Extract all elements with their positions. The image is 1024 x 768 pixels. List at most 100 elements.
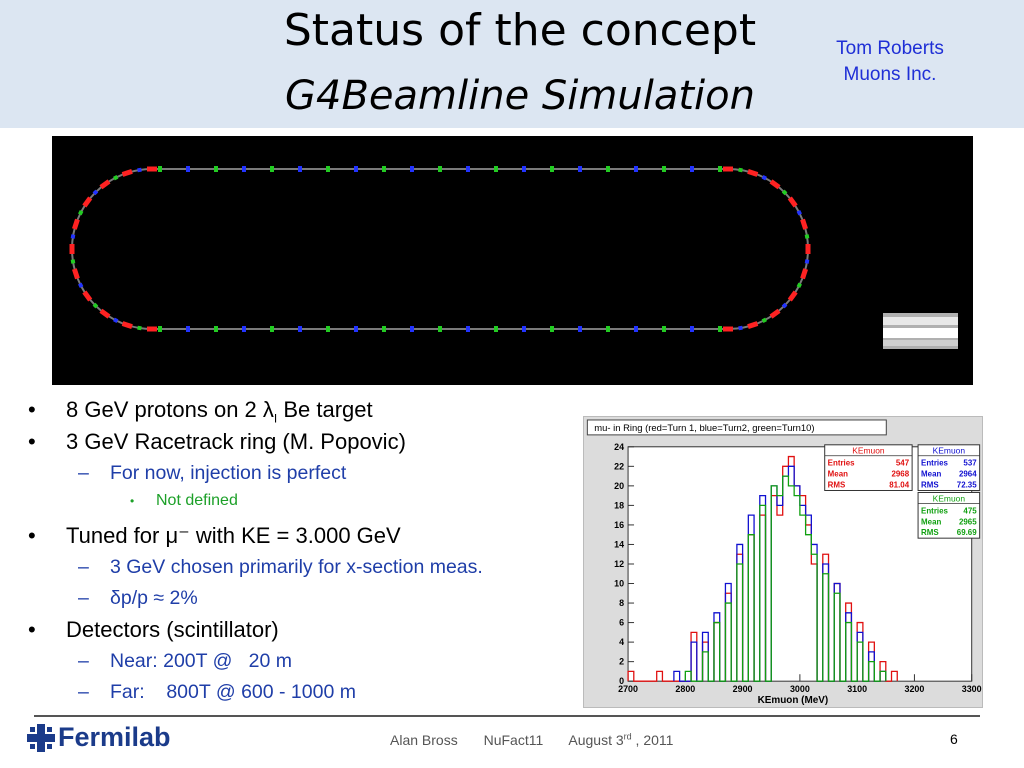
stat-value: 2968 — [891, 470, 909, 479]
straight-magnet — [494, 326, 498, 332]
stat-label: RMS — [921, 528, 939, 537]
y-tick-label: 24 — [614, 442, 624, 452]
sub-bullet-text: For now, injection is perfect — [110, 462, 347, 484]
dash-marker: – — [78, 681, 89, 703]
y-tick-label: 8 — [619, 598, 624, 608]
sub-bullet-momentum-spread: – δp/p ≈ 2% — [28, 583, 588, 614]
straight-magnet — [214, 326, 218, 332]
arc-magnet — [99, 179, 111, 190]
arc-magnet — [796, 282, 802, 289]
sub-bullet-text: Near: 200T @ 20 m — [110, 650, 293, 672]
arc-magnet — [796, 209, 802, 216]
bullet-dot: • — [28, 617, 36, 642]
bullet-dot: • — [28, 523, 36, 548]
stat-label: Entries — [921, 459, 948, 468]
straight-magnet — [410, 166, 414, 172]
bullet-text: Detectors (scintillator) — [66, 617, 279, 642]
straight-magnet — [494, 166, 498, 172]
x-tick-label: 3000 — [790, 684, 810, 694]
arc-magnet — [70, 234, 76, 239]
sub-bullet-text: Far: 800T @ 600 - 1000 m — [110, 681, 356, 703]
dash-marker: – — [78, 462, 89, 484]
stat-label: Mean — [921, 517, 941, 526]
sub-bullet-xsection: – 3 GeV chosen primarily for x-section m… — [28, 552, 588, 583]
straight-magnet — [242, 326, 246, 332]
arc-magnet — [99, 308, 111, 319]
sub-sub-bullet-text: Not defined — [156, 492, 238, 509]
arc-magnet — [137, 325, 142, 331]
stat-value: 537 — [963, 459, 977, 468]
stat-value: 475 — [963, 506, 977, 515]
arc-magnet — [738, 167, 743, 173]
straight-magnet — [438, 326, 442, 332]
straight-magnet — [634, 166, 638, 172]
detector-block — [883, 313, 958, 349]
x-tick-label: 2900 — [733, 684, 753, 694]
straight-magnet — [354, 166, 358, 172]
stat-label: Entries — [921, 506, 948, 515]
stat-value: 2965 — [959, 517, 977, 526]
sub-bullet-near: – Near: 200T @ 20 m — [28, 646, 588, 677]
straight-magnet — [326, 166, 330, 172]
sub-bullet-text: δp/p ≈ 2% — [110, 587, 198, 609]
author-affiliation: Muons Inc. — [843, 64, 937, 85]
arc-magnet — [761, 317, 768, 323]
arc-magnet — [121, 168, 133, 177]
straight-magnet — [690, 326, 694, 332]
straight-magnet — [270, 166, 274, 172]
arc-magnet — [761, 175, 768, 181]
x-axis-label: KEmuon (MeV) — [758, 695, 829, 706]
arc-magnet — [78, 209, 84, 216]
arc-magnet — [78, 282, 84, 289]
y-tick-label: 14 — [614, 539, 624, 549]
straight-magnet — [298, 166, 302, 172]
y-tick-label: 22 — [614, 461, 624, 471]
ring-magnets — [69, 166, 811, 332]
straight-magnet — [186, 166, 190, 172]
lambda-subscript: I — [273, 411, 278, 426]
stat-box — [824, 444, 913, 491]
straight-magnet — [158, 326, 162, 332]
energy-histogram: mu- in Ring (red=Turn 1, blue=Turn2, gre… — [583, 416, 983, 708]
bullet-dot: • — [130, 494, 135, 508]
arc-magnet — [147, 166, 157, 172]
bullet-text-tail: Be target — [277, 397, 373, 422]
fermilab-logo-icon — [27, 724, 55, 752]
dash-marker: – — [78, 650, 89, 672]
arc-magnet — [769, 179, 781, 190]
straight-magnet — [550, 166, 554, 172]
stat-box-title: KEmuon — [933, 493, 966, 503]
author-block: Tom Roberts Muons Inc. — [805, 36, 975, 88]
straight-magnet — [214, 166, 218, 172]
arc-magnet — [747, 168, 759, 177]
slide-subtitle: G4Beamline Simulation — [285, 73, 755, 119]
arc-magnet — [147, 326, 157, 332]
straight-magnet — [466, 326, 470, 332]
stat-value: 69.69 — [957, 528, 977, 537]
stat-label: Mean — [828, 470, 848, 479]
footer-presenter: Alan Bross — [390, 731, 458, 748]
x-tick-label: 3300 — [962, 684, 982, 694]
straight-magnet — [634, 326, 638, 332]
sub-bullet-injection: – For now, injection is perfect — [28, 458, 588, 489]
series-3-line — [684, 475, 887, 682]
stat-label: RMS — [921, 481, 939, 490]
x-tick-label: 2800 — [675, 684, 695, 694]
straight-magnet — [606, 326, 610, 332]
footer-event: NuFact11 — [483, 731, 544, 748]
y-tick-label: 6 — [619, 618, 624, 628]
straight-magnet — [522, 326, 526, 332]
stat-boxes: KEmuon Entries 547 Mean 2968 RMS 81.04 KEmuon En… — [824, 444, 981, 539]
straight-magnet — [550, 326, 554, 332]
bullet-dot: • — [28, 397, 36, 422]
arc-magnet — [804, 259, 810, 264]
sub-sub-bullet-not-defined: • Not defined — [28, 489, 588, 514]
footer-date: August 3rd , 2011 — [568, 731, 674, 748]
y-tick-label: 10 — [614, 578, 624, 588]
arc-magnet — [747, 321, 759, 330]
y-tick-label: 4 — [619, 637, 624, 647]
stat-label: RMS — [828, 481, 846, 490]
straight-magnet — [270, 326, 274, 332]
straight-magnet — [242, 166, 246, 172]
